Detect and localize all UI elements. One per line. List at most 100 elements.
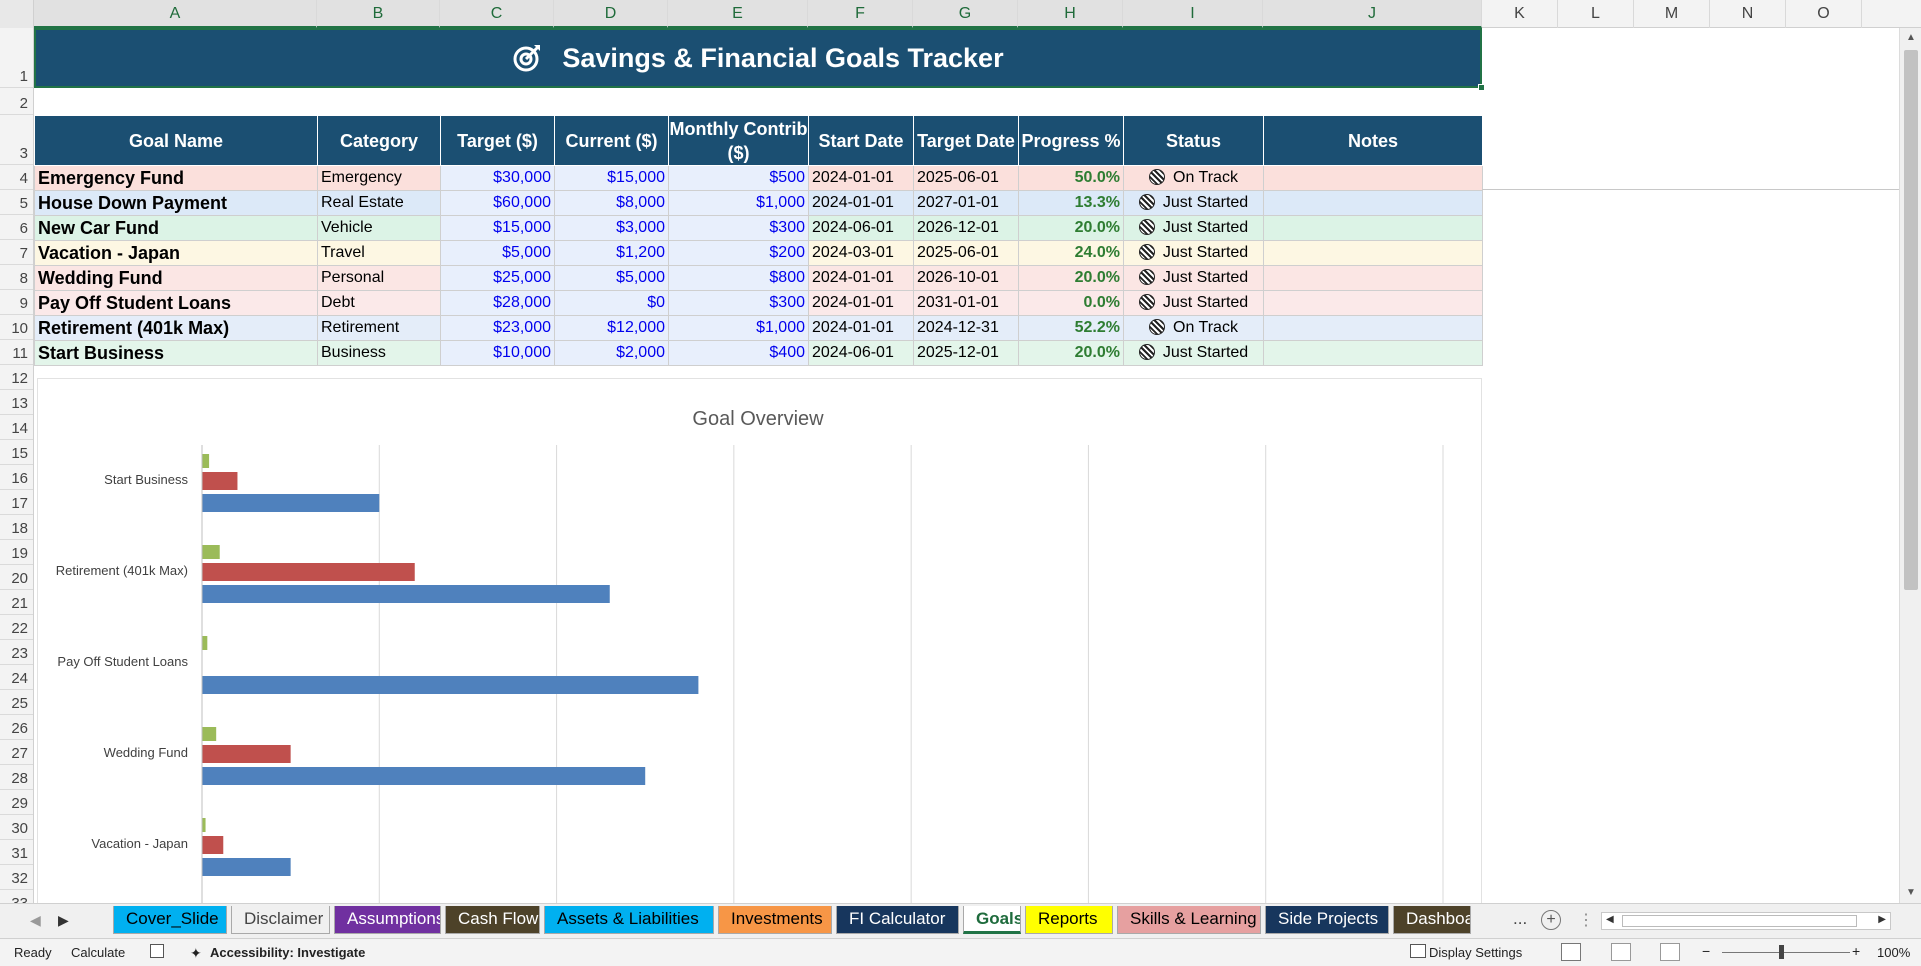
header-current[interactable]: Current ($) <box>554 115 669 166</box>
row-header-24[interactable]: 24 <box>0 665 33 690</box>
header-status[interactable]: Status <box>1123 115 1264 166</box>
target-date-cell[interactable]: 2025-12-01 <box>913 340 1019 366</box>
target-cell[interactable]: $15,000 <box>440 215 555 241</box>
notes-cell[interactable] <box>1263 165 1483 191</box>
current-cell[interactable]: $8,000 <box>554 190 669 216</box>
row-header-33[interactable]: 33 <box>0 890 33 903</box>
column-header-e[interactable]: E <box>668 0 808 28</box>
zoom-in-icon[interactable]: + <box>1852 943 1861 959</box>
category-cell[interactable]: Emergency <box>317 165 441 191</box>
chart-bar[interactable] <box>202 545 220 559</box>
status-cell[interactable]: Just Started <box>1123 215 1264 241</box>
target-date-cell[interactable]: 2027-01-01 <box>913 190 1019 216</box>
page-break-view-icon[interactable] <box>1660 943 1680 961</box>
progress-cell[interactable]: 20.0% <box>1018 340 1124 366</box>
sheet-tab-side-projects[interactable]: Side Projects <box>1265 906 1389 934</box>
column-header-a[interactable]: A <box>34 0 317 28</box>
chart-bar[interactable] <box>202 636 208 650</box>
row-header-14[interactable]: 14 <box>0 415 33 440</box>
column-header-h[interactable]: H <box>1018 0 1123 28</box>
row-header-5[interactable]: 5 <box>0 190 33 215</box>
row-header-4[interactable]: 4 <box>0 165 33 190</box>
status-cell[interactable]: Just Started <box>1123 340 1264 366</box>
sheet-tab-investments[interactable]: Investments <box>718 906 832 934</box>
progress-cell[interactable]: 0.0% <box>1018 290 1124 316</box>
column-header-k[interactable]: K <box>1482 0 1558 28</box>
target-date-cell[interactable]: 2025-06-01 <box>913 240 1019 266</box>
tab-prev-arrow[interactable]: ◀ <box>30 912 41 928</box>
row-header-8[interactable]: 8 <box>0 265 33 290</box>
current-cell[interactable]: $3,000 <box>554 215 669 241</box>
monthly-cell[interactable]: $300 <box>668 290 809 316</box>
tab-next-arrow[interactable]: ▶ <box>58 912 69 928</box>
header-category[interactable]: Category <box>317 115 441 166</box>
goal-name-cell[interactable]: Vacation - Japan <box>34 240 318 266</box>
progress-cell[interactable]: 20.0% <box>1018 265 1124 291</box>
row-header-20[interactable]: 20 <box>0 565 33 590</box>
start-date-cell[interactable]: 2024-01-01 <box>808 265 914 291</box>
target-cell[interactable]: $60,000 <box>440 190 555 216</box>
row-header-9[interactable]: 9 <box>0 290 33 315</box>
status-cell[interactable]: Just Started <box>1123 240 1264 266</box>
sheet-tab-fi-calculator[interactable]: FI Calculator <box>836 906 959 934</box>
category-cell[interactable]: Debt <box>317 290 441 316</box>
current-cell[interactable]: $0 <box>554 290 669 316</box>
row-header-12[interactable]: 12 <box>0 365 33 390</box>
row-header-2[interactable]: 2 <box>0 88 33 115</box>
notes-cell[interactable] <box>1263 190 1483 216</box>
progress-cell[interactable]: 20.0% <box>1018 215 1124 241</box>
header-target-date[interactable]: Target Date <box>913 115 1019 166</box>
select-all-corner[interactable] <box>0 0 34 28</box>
row-header-30[interactable]: 30 <box>0 815 33 840</box>
chart-bar[interactable] <box>202 472 238 490</box>
category-cell[interactable]: Travel <box>317 240 441 266</box>
goal-name-cell[interactable]: Start Business <box>34 340 318 366</box>
category-cell[interactable]: Vehicle <box>317 215 441 241</box>
hscroll-left-arrow[interactable]: ◀ <box>1606 914 1614 925</box>
row-header-21[interactable]: 21 <box>0 590 33 615</box>
horizontal-scrollbar[interactable]: ◀ ▶ <box>1601 912 1891 930</box>
start-date-cell[interactable]: 2024-03-01 <box>808 240 914 266</box>
zoom-slider-thumb[interactable] <box>1779 945 1784 959</box>
category-cell[interactable]: Personal <box>317 265 441 291</box>
vertical-scrollbar[interactable]: ▲ ▼ <box>1899 28 1921 903</box>
macro-recorder-icon[interactable] <box>150 944 164 958</box>
sheet-tab-goals[interactable]: Goals <box>963 906 1021 934</box>
monthly-cell[interactable]: $500 <box>668 165 809 191</box>
chart-bar[interactable] <box>202 585 610 603</box>
start-date-cell[interactable]: 2024-06-01 <box>808 215 914 241</box>
target-cell[interactable]: $23,000 <box>440 315 555 341</box>
chart-bar[interactable] <box>202 836 224 854</box>
row-header-26[interactable]: 26 <box>0 715 33 740</box>
goal-name-cell[interactable]: House Down Payment <box>34 190 318 216</box>
row-header-27[interactable]: 27 <box>0 740 33 765</box>
goal-name-cell[interactable]: New Car Fund <box>34 215 318 241</box>
category-cell[interactable]: Business <box>317 340 441 366</box>
sheet-tab-skills-learning[interactable]: Skills & Learning <box>1117 906 1261 934</box>
normal-view-icon[interactable] <box>1561 943 1581 961</box>
status-cell[interactable]: On Track <box>1123 315 1264 341</box>
add-sheet-icon[interactable]: + <box>1541 910 1561 930</box>
chart-bar[interactable] <box>202 676 699 694</box>
current-cell[interactable]: $2,000 <box>554 340 669 366</box>
zoom-out-icon[interactable]: − <box>1702 943 1711 959</box>
status-cell[interactable]: On Track <box>1123 165 1264 191</box>
monthly-cell[interactable]: $1,000 <box>668 315 809 341</box>
title-banner[interactable]: Savings & Financial Goals Tracker <box>34 28 1482 88</box>
column-header-m[interactable]: M <box>1634 0 1710 28</box>
progress-cell[interactable]: 13.3% <box>1018 190 1124 216</box>
zoom-level[interactable]: 100% <box>1877 945 1911 960</box>
chart-bar[interactable] <box>202 858 291 876</box>
display-settings-button[interactable]: Display Settings <box>1429 945 1523 960</box>
column-header-n[interactable]: N <box>1710 0 1786 28</box>
horizontal-scroll-thumb[interactable] <box>1622 915 1857 927</box>
sheet-tab-reports[interactable]: Reports <box>1025 906 1113 934</box>
chart-bar[interactable] <box>202 494 380 512</box>
row-header-7[interactable]: 7 <box>0 240 33 265</box>
monthly-cell[interactable]: $800 <box>668 265 809 291</box>
chart-bar[interactable] <box>202 818 206 832</box>
current-cell[interactable]: $5,000 <box>554 265 669 291</box>
notes-cell[interactable] <box>1263 265 1483 291</box>
tab-overflow[interactable]: ... <box>1513 909 1528 928</box>
chart-bar[interactable] <box>202 563 415 581</box>
